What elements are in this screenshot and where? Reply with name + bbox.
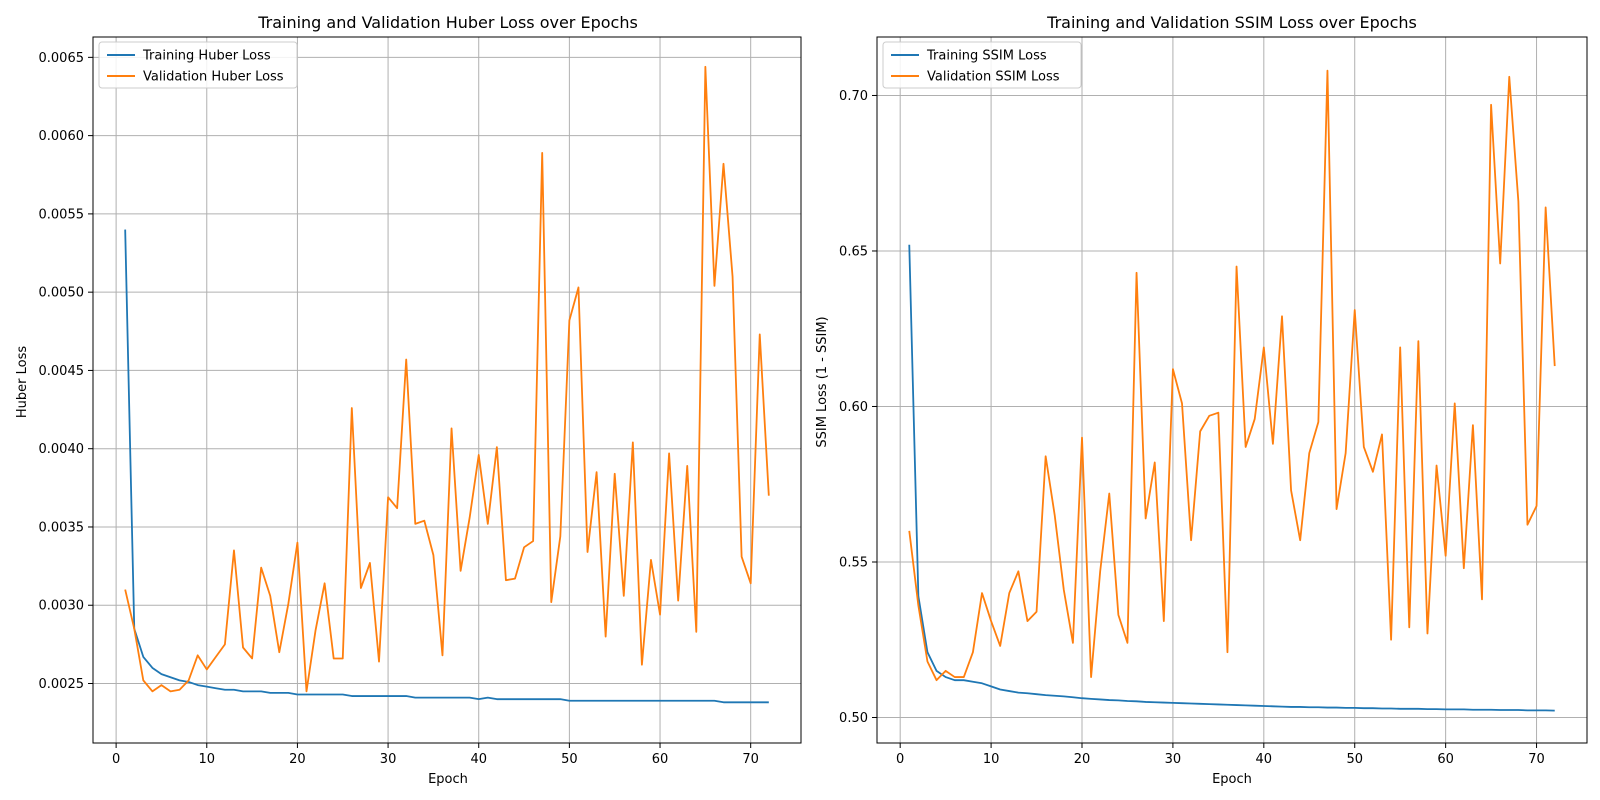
y-tick-label: 0.70: [839, 89, 868, 104]
x-tick-label: 30: [1165, 752, 1182, 767]
y-tick-label: 0.0025: [39, 677, 85, 692]
series-line-training: [908, 244, 1555, 712]
grid-lines: [877, 37, 1587, 743]
plot-frame: [876, 36, 1588, 744]
plot-area: [908, 69, 1556, 712]
y-tick-label: 0.65: [839, 244, 868, 259]
y-tick-label: 0.55: [839, 555, 868, 570]
series-line-validation: [124, 65, 770, 693]
plot-frame: [92, 36, 802, 744]
chart-title: Training and Validation SSIM Loss over E…: [1046, 13, 1417, 32]
x-axis-label: Epoch: [428, 772, 468, 787]
axes: 0 10 20 30 40 50 60 70 0.50 0.55 0.60 0.65 0.70: [839, 36, 1588, 767]
y-tick-label: 0.50: [839, 711, 868, 726]
grid-lines: [93, 37, 801, 743]
legend-box: [98, 41, 298, 89]
legend-entry: Training Huber Loss: [142, 49, 271, 64]
y-tick-label: 0.0030: [39, 599, 85, 614]
y-tick-label: 0.0045: [39, 364, 85, 379]
y-tick-label: 0.0065: [39, 51, 85, 66]
legend-entry: Validation SSIM Loss: [927, 70, 1060, 85]
y-tick-label: 0.0035: [39, 520, 85, 535]
x-tick-label: 10: [198, 752, 215, 767]
huber-loss-chart: Training and Validation Huber Loss over …: [15, 13, 802, 787]
y-tick-label: 0.60: [839, 400, 868, 415]
x-tick-label: 50: [561, 752, 578, 767]
x-tick-label: 70: [742, 752, 759, 767]
legend-entry: Validation Huber Loss: [143, 70, 284, 85]
x-tick-label: 60: [652, 752, 669, 767]
legend: Training SSIM Loss Validation SSIM Loss: [882, 41, 1082, 89]
y-tick-label: 0.0040: [39, 442, 85, 457]
x-tick-label: 20: [289, 752, 306, 767]
y-tick-label: 0.0050: [39, 286, 85, 301]
x-tick-label: 20: [1074, 752, 1091, 767]
plot-area: [124, 65, 770, 704]
x-axis-label: Epoch: [1212, 772, 1252, 787]
legend-entry: Training SSIM Loss: [926, 49, 1047, 64]
y-axis-label: SSIM Loss (1 - SSIM): [815, 316, 830, 447]
chart-title: Training and Validation Huber Loss over …: [257, 13, 638, 32]
series-line-validation: [908, 69, 1556, 682]
y-axis-label: Huber Loss: [15, 346, 30, 418]
x-tick-label: 10: [983, 752, 1000, 767]
x-tick-label: 40: [470, 752, 487, 767]
y-tick-label: 0.0060: [39, 129, 85, 144]
y-tick-label: 0.0055: [39, 207, 85, 222]
axes: 0 10 20 30 40 50 60 70 0.0025 0.0030 0.0035 0.0040 0…: [39, 36, 802, 767]
x-tick-label: 50: [1346, 752, 1363, 767]
x-tick-label: 40: [1256, 752, 1273, 767]
x-tick-label: 70: [1528, 752, 1545, 767]
x-tick-label: 30: [380, 752, 397, 767]
legend-box: [882, 41, 1082, 89]
x-tick-label: 60: [1437, 752, 1454, 767]
x-tick-label: 0: [112, 752, 120, 767]
series-line-training: [124, 229, 769, 704]
legend: Training Huber Loss Validation Huber Loss: [98, 41, 298, 89]
x-tick-label: 0: [896, 752, 904, 767]
ssim-loss-chart: Training and Validation SSIM Loss over E…: [815, 13, 1588, 787]
